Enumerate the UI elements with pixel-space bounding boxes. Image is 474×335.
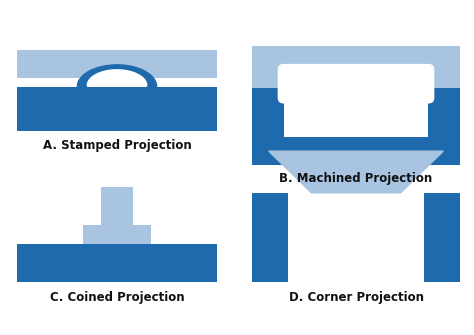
Bar: [252, 193, 288, 282]
Text: A. Stamped Projection: A. Stamped Projection: [43, 139, 191, 152]
Bar: [83, 224, 151, 244]
Bar: [17, 87, 217, 131]
Polygon shape: [77, 65, 157, 87]
Polygon shape: [269, 151, 443, 193]
Bar: [17, 50, 217, 78]
Bar: [283, 97, 428, 137]
Polygon shape: [83, 244, 151, 270]
Bar: [428, 88, 460, 165]
Polygon shape: [87, 70, 147, 86]
Text: D. Corner Projection: D. Corner Projection: [289, 291, 423, 304]
Bar: [101, 187, 133, 234]
Bar: [252, 137, 460, 165]
Bar: [252, 88, 283, 165]
Text: B. Machined Projection: B. Machined Projection: [279, 172, 433, 185]
Bar: [252, 46, 460, 97]
Bar: [17, 244, 217, 282]
Bar: [424, 193, 460, 282]
Text: C. Coined Projection: C. Coined Projection: [50, 291, 184, 304]
FancyBboxPatch shape: [278, 64, 434, 104]
